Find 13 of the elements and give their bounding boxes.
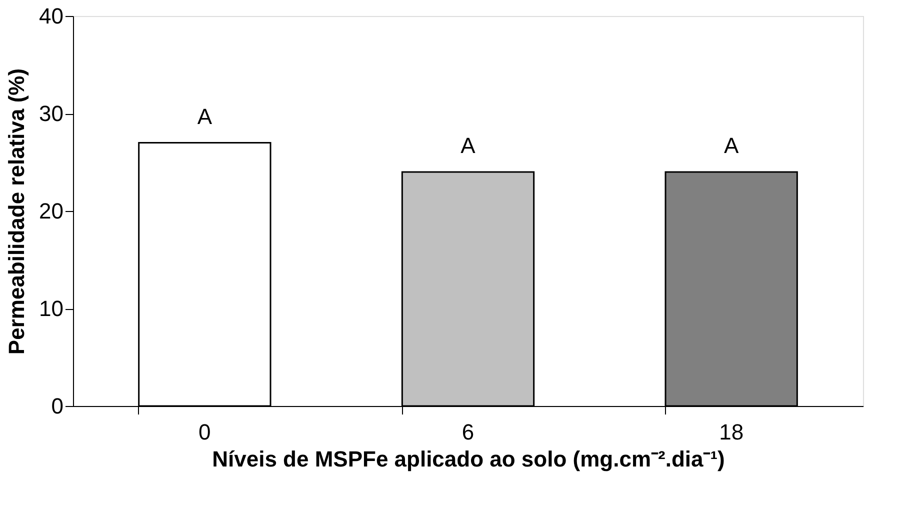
y-tick-label: 0 bbox=[51, 394, 64, 418]
annotation: A bbox=[460, 133, 476, 158]
annotation: A bbox=[197, 104, 212, 129]
y-tick-label: 20 bbox=[39, 198, 64, 224]
x-tick-label: 0 bbox=[198, 420, 211, 444]
y-tick-label: 40 bbox=[39, 4, 64, 28]
x-tick-label: 6 bbox=[462, 420, 474, 444]
y-tick-label: 10 bbox=[39, 296, 64, 321]
annotation: A bbox=[724, 133, 739, 158]
x-tick-label: 18 bbox=[719, 420, 744, 444]
y-axis-title: Permeabilidade relativa (%) bbox=[4, 68, 30, 355]
y-tick-label: 30 bbox=[39, 101, 64, 126]
x-axis-title: Níveis de MSPFe aplicado ao solo (mg.cm⁻².dia⁻¹) bbox=[212, 446, 725, 472]
